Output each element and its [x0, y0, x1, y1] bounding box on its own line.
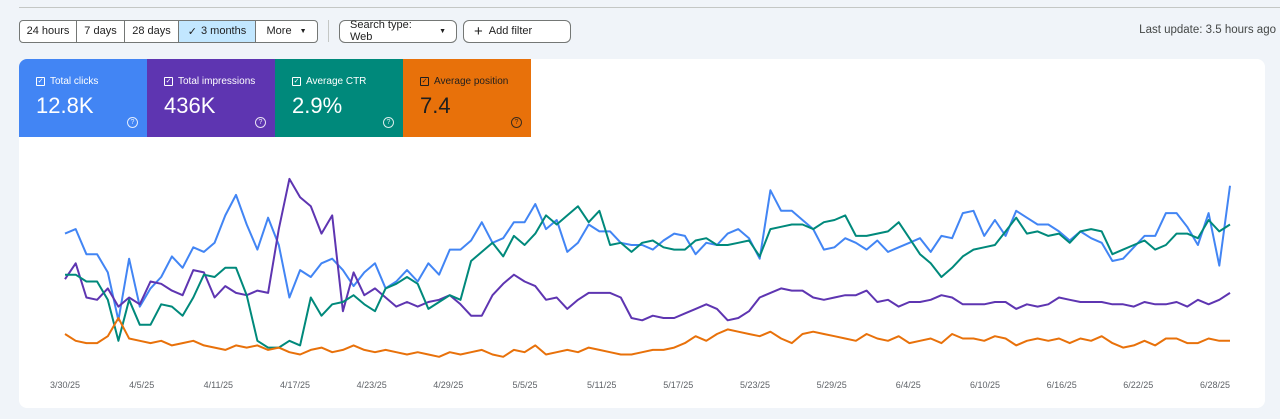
metric-value: 2.9% — [292, 93, 343, 118]
checkbox-checked-icon: ✓ — [420, 77, 429, 86]
series-line-total-impressions — [64, 177, 1231, 322]
x-tick-label: 4/23/25 — [357, 380, 387, 390]
series-line-average-position — [64, 317, 1230, 358]
x-tick-label: 5/23/25 — [740, 380, 770, 390]
x-tick-label: 5/29/25 — [817, 380, 847, 390]
date-range-selector: 24 hours 7 days 28 days ✓ 3 months More ▼ — [19, 19, 318, 43]
x-tick-label: 6/16/25 — [1047, 380, 1077, 390]
add-filter-label: Add filter — [488, 25, 533, 37]
x-tick-label: 4/29/25 — [433, 380, 463, 390]
search-type-label: Search type: Web — [350, 19, 412, 43]
range-7-days-button[interactable]: 7 days — [77, 20, 125, 42]
metric-label: Total clicks — [50, 76, 99, 87]
x-tick-label: 3/30/25 — [50, 380, 80, 390]
help-icon[interactable]: ? — [383, 117, 394, 128]
range-label: 7 days — [84, 25, 117, 37]
metric-tile-average-ctr[interactable]: ✓ Average CTR 2.9% ? — [275, 59, 403, 137]
range-28-days-button[interactable]: 28 days — [125, 20, 179, 42]
range-label: 28 days — [132, 25, 171, 37]
series-line-total-clicks — [64, 185, 1231, 322]
help-icon[interactable]: ? — [511, 117, 522, 128]
metric-value: 12.8K — [36, 93, 94, 118]
performance-line-chart: 3/30/25 4/5/25 4/11/25 4/17/25 4/23/25 4/29/2… — [50, 177, 1231, 390]
range-label: 24 hours — [26, 25, 70, 37]
performance-card: ✓ Total clicks 12.8K ? ✓ Total impressions… — [19, 59, 1265, 408]
x-tick-label: 6/10/25 — [970, 380, 1000, 390]
range-24-hours-button[interactable]: 24 hours — [20, 20, 77, 42]
range-label: 3 months — [200, 25, 247, 37]
checkbox-checked-icon: ✓ — [36, 77, 45, 86]
check-icon: ✓ — [187, 25, 197, 38]
range-more-button[interactable]: More ▼ — [256, 21, 317, 42]
x-tick-label: 4/5/25 — [129, 380, 154, 390]
metric-tile-average-position[interactable]: ✓ Average position 7.4 ? — [403, 59, 531, 137]
metric-value: 7.4 — [420, 93, 451, 118]
checkbox-checked-icon: ✓ — [164, 77, 173, 86]
checkbox-checked-icon: ✓ — [292, 77, 301, 86]
help-icon[interactable]: ? — [255, 117, 266, 128]
metric-value: 436K — [164, 93, 216, 118]
x-tick-label: 4/17/25 — [280, 380, 310, 390]
x-tick-label: 5/5/25 — [512, 380, 537, 390]
x-tick-label: 6/4/25 — [896, 380, 921, 390]
caret-down-icon: ▼ — [299, 27, 307, 35]
caret-down-icon: ▼ — [439, 27, 446, 35]
range-label: More — [266, 25, 292, 37]
metric-tile-total-impressions[interactable]: ✓ Total impressions 436K ? — [147, 59, 275, 137]
toolbar-divider — [328, 20, 329, 42]
range-3-months-button[interactable]: ✓ 3 months — [179, 20, 256, 42]
filter-toolbar: 24 hours 7 days 28 days ✓ 3 months More ▼ … — [19, 19, 571, 43]
x-tick-label: 6/22/25 — [1123, 380, 1153, 390]
x-tick-label: 4/11/25 — [204, 380, 233, 390]
metric-tile-total-clicks[interactable]: ✓ Total clicks 12.8K ? — [19, 59, 147, 137]
add-filter-button[interactable]: + Add filter — [463, 19, 571, 43]
top-divider — [19, 7, 1280, 8]
metric-label: Average position — [434, 76, 509, 87]
x-tick-label: 5/17/25 — [663, 380, 693, 390]
plus-icon: + — [474, 22, 483, 40]
x-tick-label: 6/28/25 — [1200, 380, 1230, 390]
help-icon[interactable]: ? — [127, 117, 138, 128]
metric-label: Average CTR — [306, 76, 367, 87]
search-type-dropdown[interactable]: Search type: Web ▼ — [339, 19, 457, 43]
x-tick-label: 5/11/25 — [587, 380, 616, 390]
series-line-average-ctr — [65, 205, 1231, 349]
metric-label: Total impressions — [178, 76, 256, 87]
last-update-text: Last update: 3.5 hours ago — [1139, 24, 1276, 36]
